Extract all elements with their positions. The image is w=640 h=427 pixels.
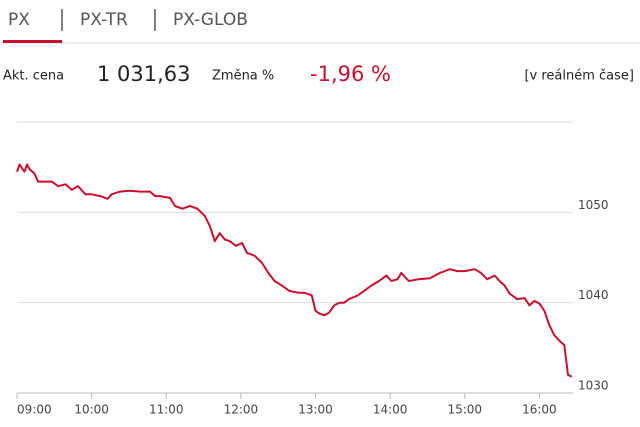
x-tick-label: 16:00 (522, 403, 557, 417)
change: -1,96 % (310, 62, 391, 86)
x-tick-label: 14:00 (373, 403, 408, 417)
y-tick-label: 1050 (578, 198, 609, 212)
change-label: Změna % (212, 69, 274, 84)
x-tick-label: 11:00 (149, 403, 184, 417)
x-tick-label: 13:00 (298, 403, 333, 417)
tab[interactable]: PX-GLOB (173, 10, 248, 30)
price: 1 031,63 (97, 62, 191, 86)
price-label: Akt. cena (3, 69, 64, 84)
tab[interactable]: PX-TR (80, 10, 128, 30)
x-tick-label: 10:00 (74, 403, 109, 417)
y-tick-label: 1030 (578, 379, 609, 393)
mode: [v reálném čase] (524, 69, 634, 84)
x-tick-label: 09:00 (17, 403, 52, 417)
y-tick-label: 1040 (578, 288, 609, 302)
tab[interactable]: PX (8, 10, 30, 30)
x-tick-label: 12:00 (224, 403, 259, 417)
x-tick-label: 15:00 (447, 403, 482, 417)
active-tab-underline (3, 40, 62, 43)
price-line (16, 163, 573, 378)
